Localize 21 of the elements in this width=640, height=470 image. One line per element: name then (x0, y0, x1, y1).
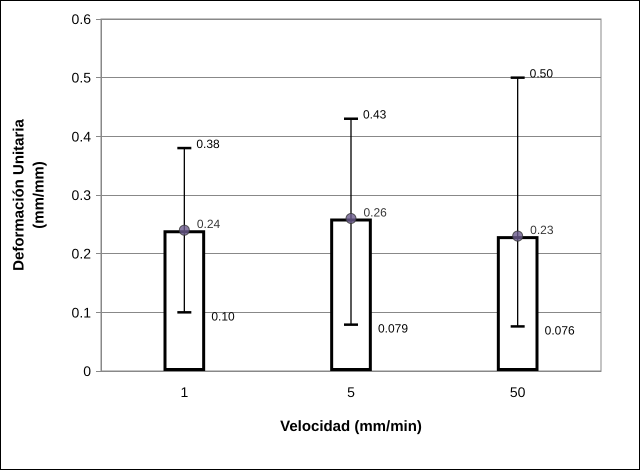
y-tick-label: 0.5 (72, 70, 92, 86)
x-tick-label: 5 (347, 384, 356, 400)
annotation: 0.38 (196, 137, 220, 152)
y-tick-label: 0.3 (72, 187, 92, 203)
x-tick-label: 1 (180, 384, 188, 400)
x-axis-title: Velocidad (mm/min) (280, 418, 422, 435)
y-tick-label: 0 (83, 363, 92, 379)
annotation: 0.50 (530, 66, 554, 81)
data-label: 0.23 (530, 223, 554, 238)
data-label: 0.26 (364, 205, 388, 220)
annotation: 0.10 (211, 309, 236, 324)
y-axis-title: Deformación Unitaria (mm/mm) (10, 118, 48, 271)
annotation: 0.43 (363, 108, 387, 122)
y-tick-label: 0.1 (72, 304, 92, 320)
y-tick-label: 0.4 (72, 128, 92, 144)
data-label: 0.24 (196, 217, 221, 232)
annotation: 0.076 (544, 323, 576, 338)
annotation: 0.079 (378, 322, 408, 336)
x-tick-label: 50 (510, 384, 526, 400)
y-tick-label: 0.2 (72, 246, 92, 262)
y-tick-label: 0.6 (72, 11, 92, 27)
